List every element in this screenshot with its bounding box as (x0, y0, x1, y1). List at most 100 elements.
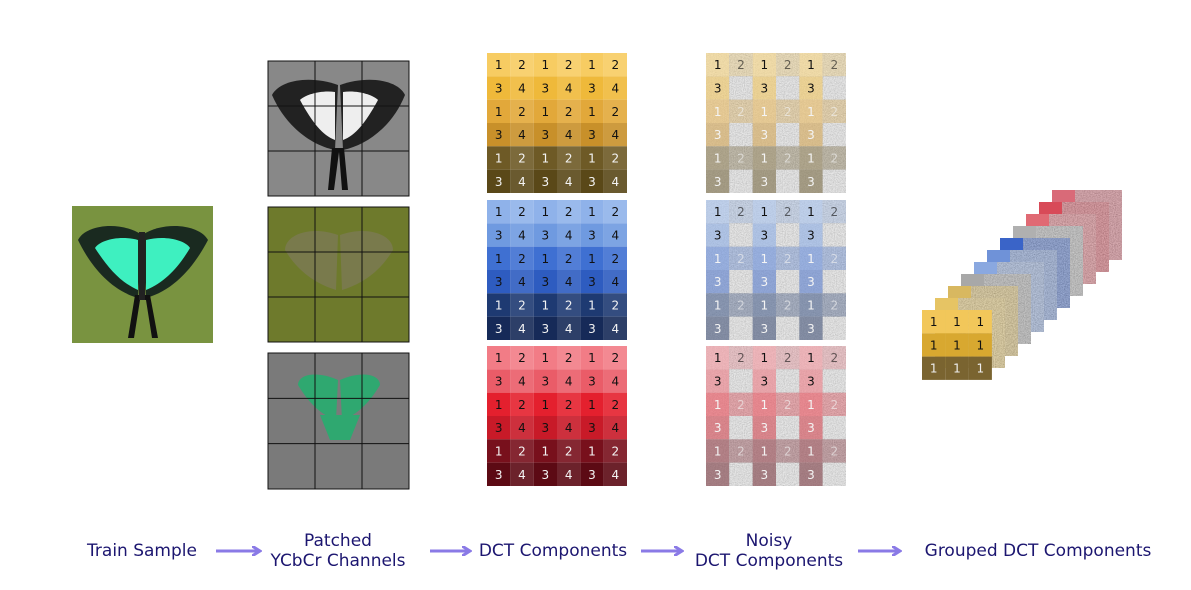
cell (510, 223, 534, 247)
cell (487, 462, 511, 486)
cell-number: 2 (518, 152, 526, 166)
cell-number: 2 (784, 351, 792, 365)
noise-overlay (776, 53, 800, 77)
cell-number: 1 (542, 205, 550, 219)
noise-overlay (776, 99, 800, 123)
train-sample-image (72, 206, 213, 343)
cell (533, 223, 557, 247)
cell (510, 416, 534, 440)
cell-number: 2 (737, 252, 745, 266)
cell (487, 99, 511, 123)
cell-number: 3 (495, 229, 503, 243)
noise-overlay (729, 246, 753, 270)
cell (557, 123, 581, 147)
cell-number: 2 (518, 105, 526, 119)
cell (533, 270, 557, 294)
cell-number: 2 (518, 351, 526, 365)
cell (580, 53, 604, 77)
noise-cell (776, 123, 800, 147)
cell (557, 53, 581, 77)
cell-number: 3 (714, 229, 722, 243)
noise-overlay (799, 369, 823, 393)
cell-number: 1 (542, 351, 550, 365)
cell (557, 270, 581, 294)
noise-overlay (752, 76, 776, 100)
noise-cell (776, 270, 800, 294)
cell (945, 310, 969, 334)
noise-cell (822, 76, 846, 100)
cell-number: 1 (953, 362, 961, 376)
cell-number: 2 (737, 205, 745, 219)
noise-overlay (752, 416, 776, 440)
cell (603, 123, 627, 147)
cell (510, 99, 534, 123)
cell-number: 2 (565, 398, 573, 412)
cell-number: 3 (542, 421, 550, 435)
cell (968, 310, 992, 334)
cell-number: 3 (495, 175, 503, 189)
cell-number: 3 (588, 468, 596, 482)
cell-number: 1 (807, 58, 815, 72)
cell (487, 316, 511, 340)
cell-number: 2 (784, 299, 792, 313)
noise-cell (822, 316, 846, 340)
patched-y (268, 61, 409, 196)
cell-number: 1 (761, 351, 769, 365)
cell-number: 2 (565, 205, 573, 219)
noise-overlay (729, 392, 753, 416)
cell-number: 1 (495, 445, 503, 459)
cell-number: 2 (831, 205, 839, 219)
cell-number: 2 (784, 252, 792, 266)
cell-number: 1 (588, 445, 596, 459)
cell (510, 76, 534, 100)
cell-number: 3 (761, 82, 769, 96)
cell-number: 2 (831, 299, 839, 313)
cell (580, 246, 604, 270)
noise-cell (822, 223, 846, 247)
noise-overlay (799, 169, 823, 193)
cell-number: 2 (565, 445, 573, 459)
noise-overlay (752, 99, 776, 123)
noise-cell (729, 462, 753, 486)
cell (533, 346, 557, 370)
cell (487, 439, 511, 463)
cell-number: 1 (807, 105, 815, 119)
cell-number: 2 (737, 105, 745, 119)
cell-number: 2 (831, 445, 839, 459)
noise-overlay (776, 200, 800, 224)
cell-number: 3 (714, 322, 722, 336)
cell (487, 169, 511, 193)
cell (603, 316, 627, 340)
cell (968, 356, 992, 380)
cell (487, 246, 511, 270)
cell-number: 4 (612, 82, 620, 96)
noise-cell (822, 369, 846, 393)
cell-number: 2 (518, 252, 526, 266)
noise-cell (822, 270, 846, 294)
noise-overlay (799, 76, 823, 100)
cell-number: 1 (495, 105, 503, 119)
noise-cell (822, 416, 846, 440)
cell (533, 146, 557, 170)
cell (580, 76, 604, 100)
cell (510, 316, 534, 340)
cell-number: 1 (495, 398, 503, 412)
cell-number: 1 (953, 315, 961, 329)
cell (580, 369, 604, 393)
noise-overlay (822, 392, 846, 416)
cell (603, 200, 627, 224)
cell-number: 3 (542, 322, 550, 336)
grids: 1 2 1 2 1 2 3 4 3 4 3 4 1 2 1 2 1 2 3 4 3 4 3 4 1 2 1 2 1 2 3 4 3 4 3 4 1 2 1 2… (487, 53, 1122, 486)
cell-number: 1 (761, 252, 769, 266)
cell (580, 462, 604, 486)
cell-number: 3 (761, 421, 769, 435)
noise-overlay (729, 99, 753, 123)
noise-cell (776, 462, 800, 486)
cell-number: 2 (784, 152, 792, 166)
cell-number: 2 (565, 299, 573, 313)
noise-overlay (729, 200, 753, 224)
cell-number: 3 (807, 322, 815, 336)
cell-number: 1 (714, 58, 722, 72)
cell-number: 4 (518, 275, 526, 289)
cell (533, 169, 557, 193)
